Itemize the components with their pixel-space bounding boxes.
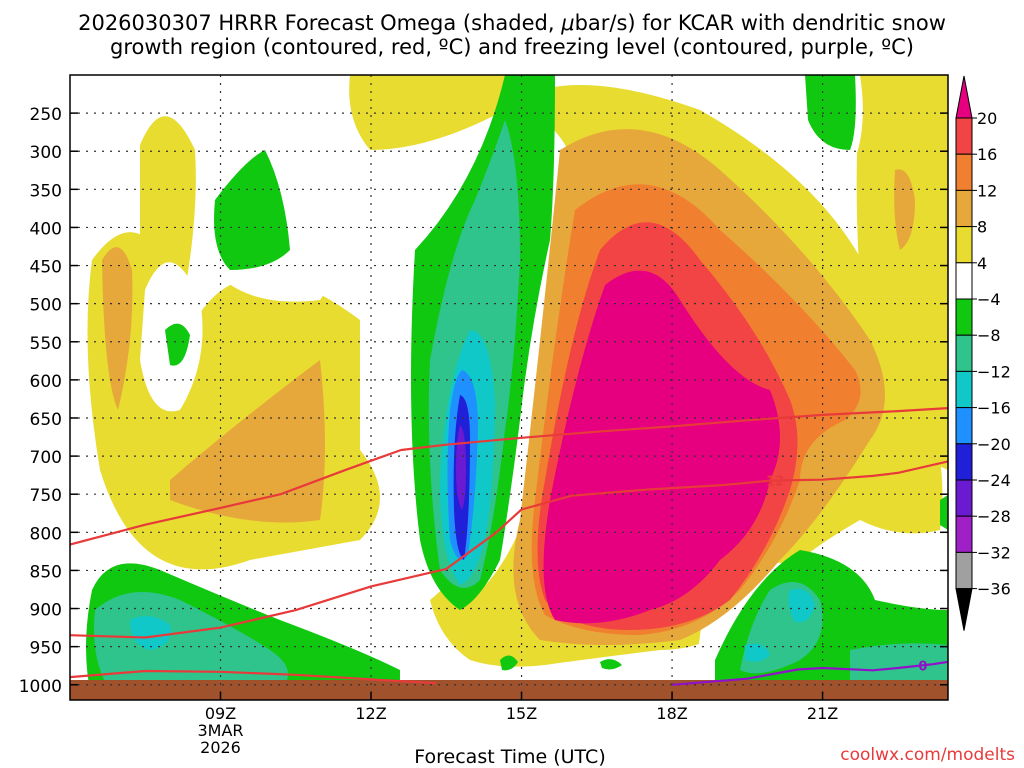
contours: -12 0 (70, 407, 948, 686)
title-line1-pre: 2026030307 HRRR Forecast Omega (shaded, (78, 11, 561, 35)
title-line1-post: bar/s) for KCAR with dendritic snow (575, 11, 946, 35)
y-tick-label-750: 750 (30, 486, 62, 506)
omega-green-blob-1 (500, 655, 518, 671)
x-tick-label-21Z-0: 21Z (807, 704, 838, 723)
freezing-level-contour-label-0: 0 (918, 659, 927, 674)
x-tick-label-12Z-0: 12Z (355, 704, 386, 723)
omega-green-blob-east (940, 495, 948, 530)
omega-shading (86, 75, 948, 700)
y-tick-label-450: 450 (30, 258, 62, 278)
colorbar-band-13 (955, 551, 973, 590)
omega-green-small (165, 323, 190, 366)
y-tick-label-950: 950 (30, 639, 62, 659)
axes: 250 300 350 400 450 500 550 600 650 700 750 800 850 9… (19, 105, 948, 757)
omega-tan-west (102, 247, 133, 410)
omega-region-north (349, 75, 510, 150)
colorbar-band-0 (955, 75, 973, 119)
freezing-level-contour-0 (672, 660, 948, 686)
omega-tan-mid (170, 360, 325, 523)
omega-green-north-west (214, 150, 290, 270)
colorbar-band-12 (955, 515, 973, 553)
y-tick-label-350: 350 (30, 181, 62, 201)
dgz-contour-2 (70, 669, 437, 685)
y-tick-label-300: 300 (30, 143, 62, 163)
dgz-contour-0 (70, 407, 948, 546)
y-tick-label-400: 400 (30, 219, 62, 239)
y-tick-label-850: 850 (30, 562, 62, 582)
colorbar-band-1 (955, 117, 973, 155)
omega-teal-east-strip (850, 643, 948, 685)
dgz-contour-1 (70, 460, 948, 639)
y-tick-label-800: 800 (30, 524, 62, 544)
colorbar-band-14 (955, 588, 973, 631)
colorbar-label-7: −12 (977, 362, 1011, 381)
colorbar-band-9 (955, 407, 973, 445)
plot-frame (69, 74, 949, 701)
colorbar-band-6 (955, 298, 973, 336)
colorbar-band-3 (955, 189, 973, 228)
x-tick-label-15Z-0: 15Z (506, 704, 537, 723)
y-tick-label-650: 650 (30, 410, 62, 430)
y-tick-label-600: 600 (30, 372, 62, 392)
colorbar-band-4 (955, 226, 973, 264)
colorbar-label-13: −36 (977, 580, 1011, 599)
colorbar-label-11: −28 (977, 507, 1011, 526)
colorbar-label-5: −4 (977, 290, 1001, 309)
colorbar-label-4: 4 (977, 254, 987, 273)
colorbar-label-3: 8 (977, 218, 987, 237)
colorbar-band-2 (955, 153, 973, 191)
colorbar-label-10: −24 (977, 471, 1011, 490)
y-tick-label-250: 250 (30, 105, 62, 125)
plot-area: -12 0 (70, 75, 948, 700)
y-tick-label-1000: 1000 (19, 677, 62, 697)
colorbar-label-6: −8 (977, 326, 1001, 345)
omega-green-blob-2 (600, 659, 622, 670)
colorbar-label-0: 20 (977, 109, 997, 128)
y-tick-label-550: 550 (30, 334, 62, 354)
x-axis-label: Forecast Time (UTC) (414, 746, 605, 768)
omega-band-minus-24-to-minus-28 (456, 425, 466, 510)
omega-green-north-east (805, 75, 856, 150)
colorbar-label-2: 12 (977, 181, 997, 200)
colorbar-band-10 (955, 443, 973, 481)
omega-band-above-20 (543, 270, 780, 624)
colorbar-band-8 (955, 370, 973, 409)
grid (70, 75, 948, 700)
colorbar-band-7 (955, 334, 973, 372)
credit-text: coolwx.com/modelts (840, 745, 1015, 765)
omega-tan-east (894, 169, 915, 250)
colorbar-band-5 (955, 262, 973, 300)
ground (70, 680, 948, 700)
colorbar-label-12: −32 (977, 543, 1011, 562)
chart-title-line-1: 2026030307 HRRR Forecast Omega (shaded, … (78, 11, 946, 35)
x-tick-label-09Z-2: 2026 (200, 738, 241, 757)
x-tick-label-09Z-0: 09Z (205, 704, 236, 723)
colorbar-band-11 (955, 479, 973, 517)
omega-cyan-lower-center (745, 643, 770, 662)
omega-cyan-lower-west (130, 616, 171, 650)
x-tick-label-18Z-0: 18Z (656, 704, 687, 723)
chart-title-line-2: growth region (contoured, red, ºC) and f… (110, 35, 914, 59)
colorbar-label-9: −20 (977, 435, 1011, 454)
colorbar: 20 16 12 8 4 −4 −8 −12 −16 −20 −24 −28 −32 −36 (955, 75, 1011, 631)
y-tick-label-900: 900 (30, 601, 62, 621)
omega-cyan-lower-east (788, 589, 815, 623)
y-tick-label-700: 700 (30, 448, 62, 468)
x-tick-label-09Z-1: 3MAR (197, 721, 243, 740)
title-mu: μ (560, 11, 574, 35)
y-tick-label-500: 500 (30, 296, 62, 316)
colorbar-label-1: 16 (977, 145, 997, 164)
colorbar-label-8: −16 (977, 399, 1011, 418)
dgz-contour-label-1: -12 (761, 474, 785, 489)
